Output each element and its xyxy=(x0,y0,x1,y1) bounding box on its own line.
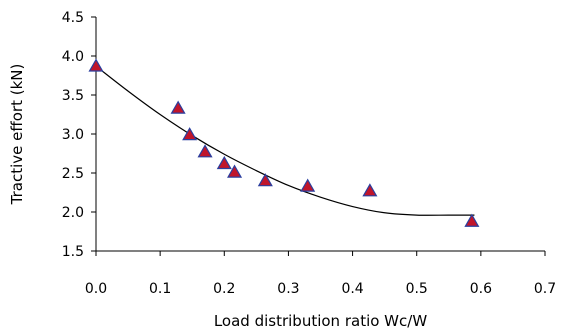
x-axis: 0.0 0.1 0.2 0.3 0.4 0.5 0.6 0.7 xyxy=(85,250,556,297)
y-tick-label: 2.5 xyxy=(62,166,84,182)
y-tick-label: 1.5 xyxy=(62,244,84,260)
data-point-marker xyxy=(216,155,232,170)
y-tick-label: 4.0 xyxy=(62,49,84,65)
x-tick-label: 0.2 xyxy=(213,281,235,297)
data-point-marker xyxy=(182,127,198,141)
data-point-marker xyxy=(88,58,104,72)
x-tick-label: 0.7 xyxy=(534,281,556,297)
y-tick-label: 3.0 xyxy=(62,127,84,143)
data-point-marker xyxy=(362,183,378,197)
x-tick-label: 0.1 xyxy=(149,281,171,297)
x-tick-label: 0.5 xyxy=(406,281,428,297)
y-axis-label: Tractive effort (kN) xyxy=(8,64,26,206)
data-point-marker xyxy=(464,213,480,227)
data-point-marker xyxy=(227,164,243,178)
data-markers xyxy=(88,58,480,227)
data-point-marker xyxy=(197,144,213,158)
y-tick-label: 2.0 xyxy=(62,205,84,221)
x-tick-label: 0.4 xyxy=(341,281,363,297)
x-tick-label: 0.6 xyxy=(470,281,492,297)
x-tick-label: 0.3 xyxy=(277,281,299,297)
trend-line xyxy=(95,65,475,216)
data-point-marker xyxy=(257,173,273,187)
y-tick-label: 3.5 xyxy=(62,88,84,104)
data-point-marker xyxy=(300,178,316,192)
fit-curve xyxy=(95,65,475,216)
y-tick-label: 4.5 xyxy=(62,10,84,26)
data-point-marker xyxy=(170,100,186,114)
y-axis: 1.5 2.0 2.5 3.0 3.5 4.0 4.5 xyxy=(62,10,97,260)
x-tick-label: 0.0 xyxy=(85,281,107,297)
x-axis-label: Load distribution ratio Wc/W xyxy=(214,312,427,330)
